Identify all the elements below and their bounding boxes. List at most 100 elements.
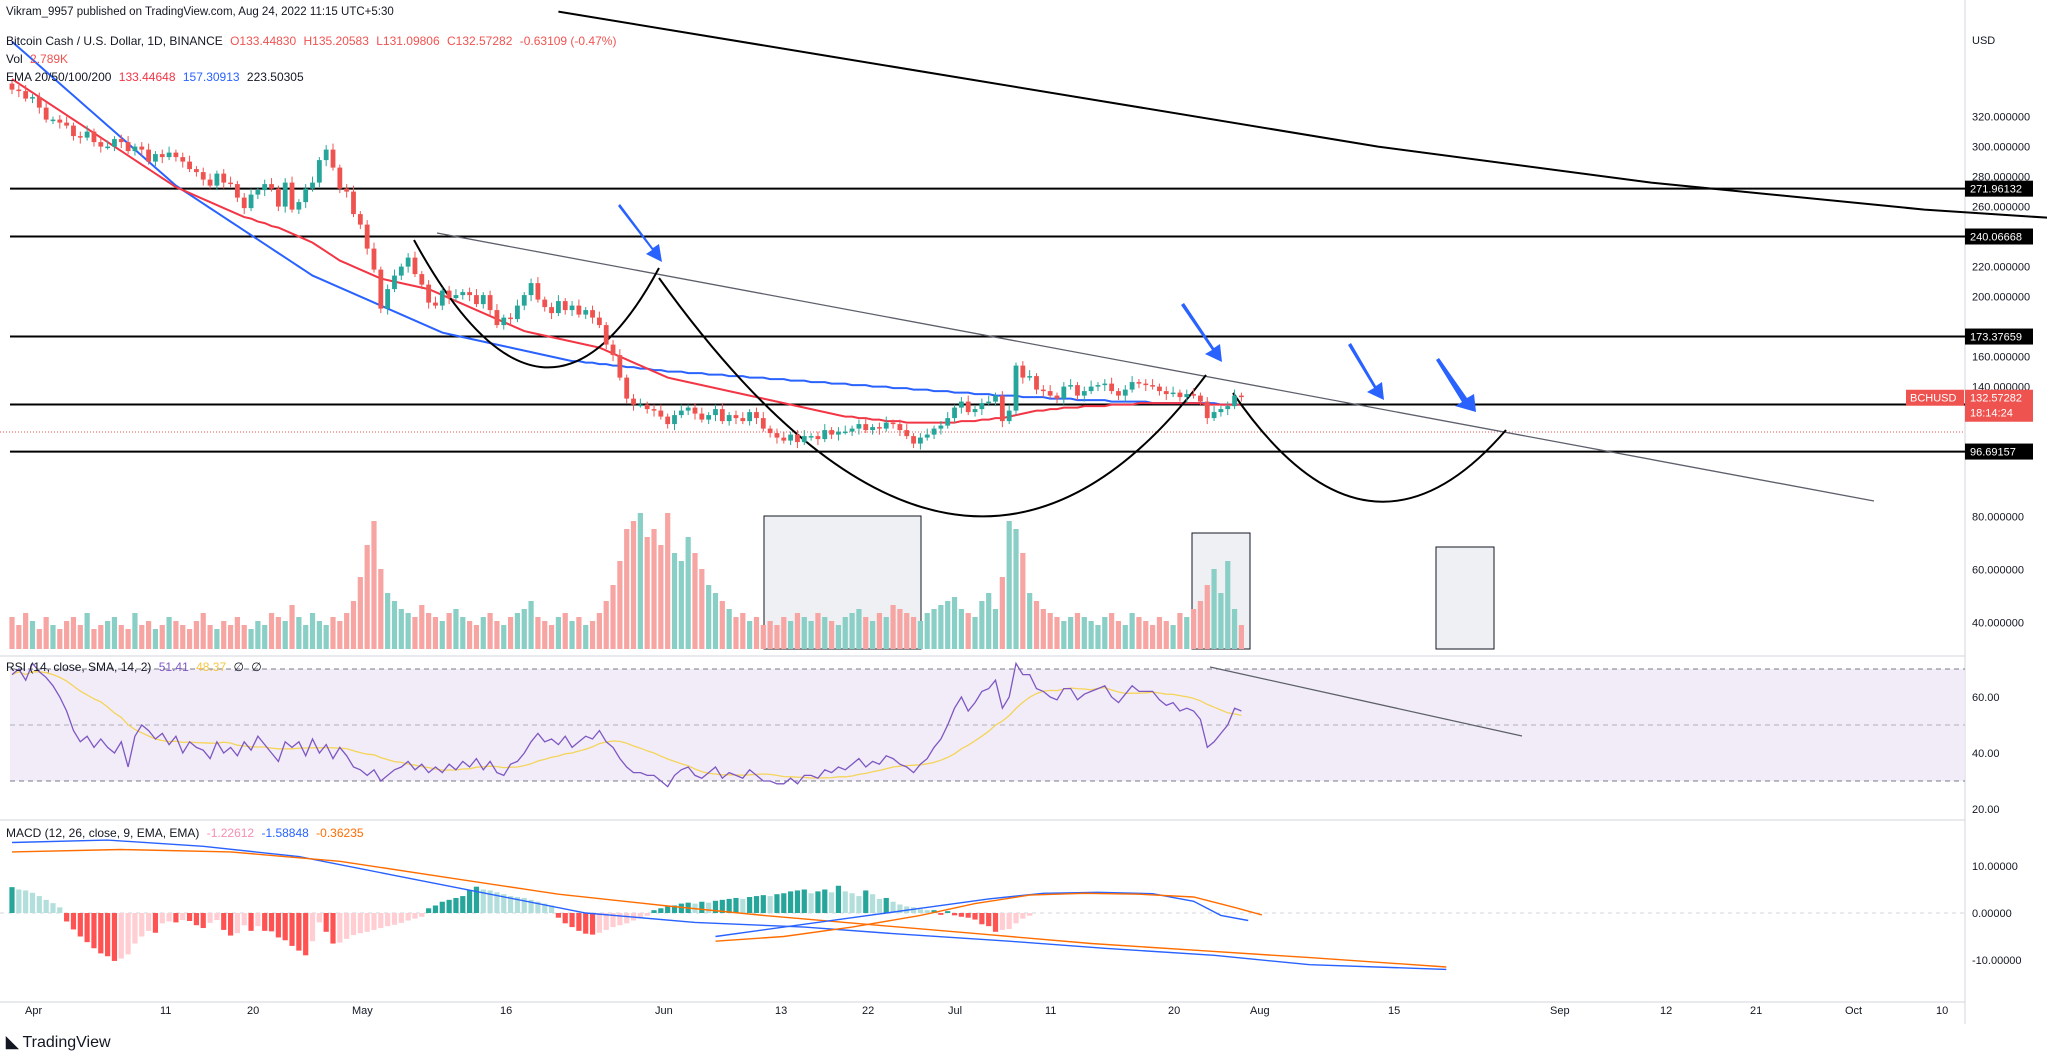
candle [1136,379,1142,389]
candle-body [166,152,172,158]
candle-body [890,422,896,425]
candle [911,433,916,449]
candle [637,398,643,408]
macd-label[interactable]: MACD (12, 26, close, 9, EMA, EMA) [6,826,200,840]
candle [316,157,322,188]
macd-hist-bar [385,913,391,927]
volume-bar [1177,613,1183,649]
candle-body [549,307,554,314]
volume-bar [842,617,848,649]
volume-bar [1225,561,1231,649]
ema200-line [558,10,2047,219]
candle-body [596,317,602,326]
volume-bar [917,621,923,649]
volume-bar [583,625,589,649]
macd-hist-bar [671,905,678,913]
macd-hist-bar [514,897,521,913]
volume-bar [603,601,609,649]
price-tick-label: 200.000000 [1972,292,2030,304]
volume-bar [29,621,36,649]
macd-hist-bar [419,913,425,917]
tradingview-logo[interactable]: ◣ TradingView [6,1032,111,1052]
volume-bar [740,613,746,649]
candle [1061,382,1067,405]
candle [282,178,288,213]
volume-bar [43,617,49,649]
volume-bar [507,617,514,649]
macd-hist-bar [467,890,473,913]
tv-brand: TradingView [22,1034,111,1051]
candle [405,253,411,273]
candle [146,143,151,165]
candle [139,142,145,156]
volume-bar [1122,625,1128,649]
candle [1184,389,1190,404]
candle [1225,401,1231,416]
macd-hist-bar [9,887,15,913]
ema-label[interactable]: EMA 20/50/100/200 [6,70,112,84]
candle [1198,392,1203,407]
candle-body [747,412,753,422]
volume-bar [1088,621,1094,649]
macd-hist-bar [637,913,643,918]
price-tick-label: 260.000000 [1972,202,2030,214]
candle-body [337,167,343,189]
rsi-label[interactable]: RSI (14, close, SMA, 14, 2) [6,660,152,674]
candle-body [1040,389,1046,392]
candle-body [788,434,794,441]
symbol-name[interactable]: Bitcoin Cash / U.S. Dollar, 1D, BINANCE [6,34,223,48]
volume-bar [856,609,862,649]
volume-bar [480,617,486,649]
macd-lines [11,839,1447,971]
volume-bar [268,613,275,649]
macd-hist-bar [98,913,104,954]
candle-body [36,97,42,108]
macd-hist-bar [125,913,131,955]
macd-hist-bar [931,910,937,913]
macd-hist-bar [248,913,254,931]
candle-body [1020,365,1026,378]
candle [1095,382,1101,392]
macd-hist-bar [726,898,732,913]
candle-body [398,266,404,276]
candle-body [153,154,158,162]
volume-bar [1143,621,1149,649]
macd-hist-bar [883,897,889,913]
volume-bar [207,625,213,649]
macd-hist-bar [999,913,1005,930]
volume-bar [644,537,650,649]
macd-hist-bar [822,889,828,913]
candle [754,407,759,425]
candle [877,422,882,435]
volume-bar [344,613,350,649]
volume-bar [979,601,985,649]
candle-body [1047,391,1053,396]
volume-bar [576,617,582,649]
candle-body [1184,394,1190,398]
arrow-annotations [618,204,1476,412]
volume-bar [733,617,739,649]
candle [795,430,800,449]
candle [1143,379,1149,392]
macd-hist-bar [139,913,145,937]
vol-label[interactable]: Vol [6,52,23,66]
volume-bar [214,629,220,649]
candle [467,287,473,302]
candle [1232,389,1237,410]
macd-hist-bar [262,913,268,931]
macd-hist-bar [610,913,616,928]
candle [747,409,753,426]
candle-body [836,431,841,435]
candle-body [494,310,500,326]
macd-hist-bar [378,913,384,929]
candle-body [228,182,233,185]
candle [549,302,554,320]
candle [303,184,309,209]
candle-body [795,434,800,443]
macd-hist-bar [398,913,404,923]
candle [979,398,985,416]
volume-box-3 [1435,546,1495,650]
candle [446,286,452,305]
candle-body [316,160,322,183]
